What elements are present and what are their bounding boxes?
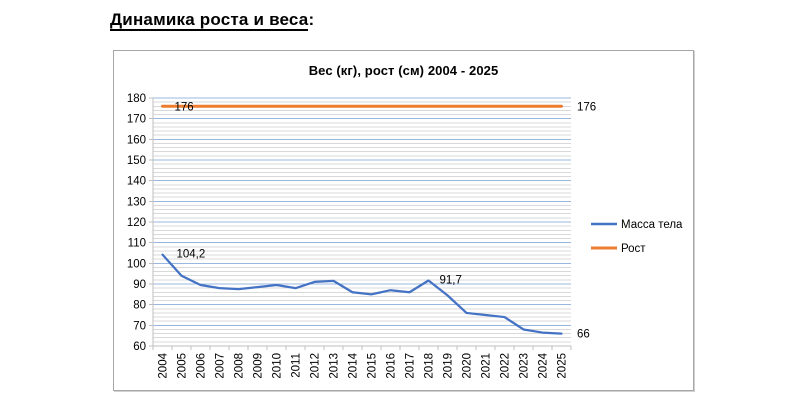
- y-axis-label: 70: [133, 320, 146, 332]
- x-axis-label: 2018: [424, 353, 436, 379]
- x-axis-label: 2017: [405, 353, 417, 379]
- x-axis-label: 2013: [329, 353, 341, 379]
- y-axis-label: 100: [127, 258, 146, 270]
- y-axis-label: 60: [133, 341, 146, 353]
- x-axis-label: 2011: [291, 353, 303, 378]
- data-label: 104,2: [177, 249, 206, 261]
- x-axis-label: 2025: [557, 353, 569, 379]
- x-axis-label: 2012: [310, 353, 322, 379]
- data-label: 91,7: [440, 274, 462, 286]
- x-axis-label: 2004: [158, 352, 170, 378]
- y-axis-label: 150: [127, 155, 146, 167]
- x-axis-label: 2019: [443, 353, 455, 379]
- page-title-text: Динамика роста и веса: [110, 10, 309, 31]
- y-axis-label: 110: [128, 238, 146, 250]
- page-title: Динамика роста и веса:: [110, 9, 315, 31]
- x-axis-label: 2016: [386, 353, 398, 379]
- x-axis-label: 2007: [215, 353, 227, 379]
- y-axis-label: 140: [127, 176, 146, 188]
- y-axis-label: 160: [127, 134, 146, 146]
- x-axis-label: 2008: [234, 353, 246, 379]
- x-axis-label: 2015: [367, 353, 379, 379]
- data-label: 66: [577, 329, 590, 341]
- y-axis-label: 180: [127, 93, 146, 105]
- series-line-massa-tela: [161, 253, 563, 335]
- x-axis-label: 2014: [348, 352, 360, 378]
- x-axis-label: 2023: [519, 353, 531, 379]
- data-label: 176: [577, 101, 596, 113]
- x-axis-label: 2010: [272, 353, 284, 379]
- x-axis-label: 2006: [196, 353, 208, 379]
- chart-title: Вес (кг), рост (см) 2004 - 2025: [308, 63, 499, 78]
- legend-label: Масса тела: [621, 219, 683, 231]
- x-axis-label: 2021: [481, 353, 493, 379]
- data-label: 176: [175, 101, 194, 113]
- x-axis-label: 2020: [462, 353, 474, 379]
- x-axis-label: 2024: [538, 352, 550, 378]
- y-axis-label: 90: [133, 279, 146, 291]
- x-axis-label: 2009: [253, 353, 265, 379]
- y-axis-label: 80: [133, 300, 146, 312]
- y-axis-label: 130: [127, 196, 146, 208]
- legend-label: Рост: [621, 243, 646, 255]
- y-axis-label: 120: [127, 217, 146, 229]
- x-axis-label: 2005: [177, 353, 189, 379]
- chart-plot-area: 180 170 160 150 140 130 120 110 100 90 80 70 60 2004 2…: [127, 93, 683, 379]
- page-title-colon: :: [308, 10, 315, 29]
- x-axis-label: 2022: [500, 353, 512, 379]
- y-axis-label: 170: [127, 114, 146, 126]
- chart-frame[interactable]: Вес (кг), рост (см) 2004 - 2025 180 170 16…: [113, 50, 694, 391]
